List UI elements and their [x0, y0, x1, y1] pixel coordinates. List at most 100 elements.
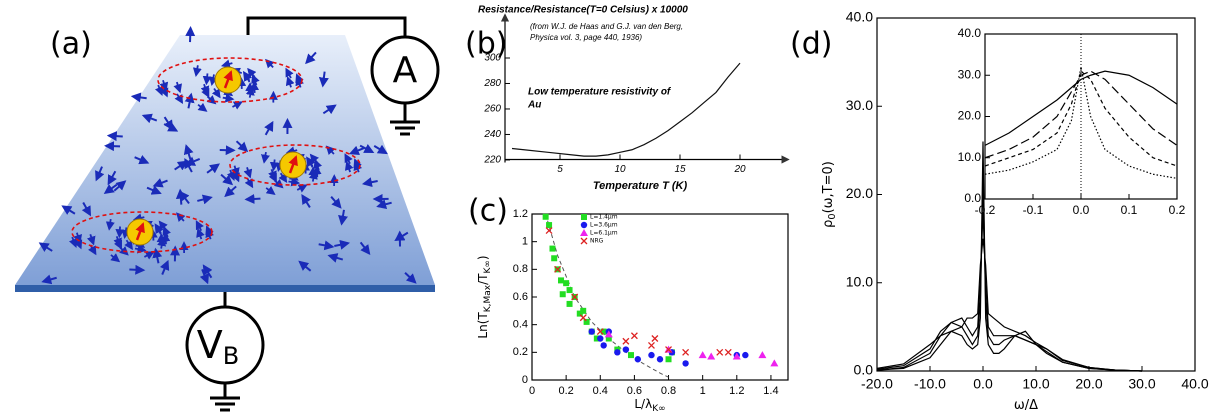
point: [597, 335, 604, 342]
point: [630, 332, 638, 340]
spin: [61, 205, 76, 215]
spin: [174, 160, 188, 171]
y-tick-label: 40.0: [846, 9, 873, 25]
spin: [159, 79, 169, 92]
spin: [338, 209, 348, 226]
x-tick-label: 0: [529, 385, 535, 397]
spin: [158, 220, 168, 231]
spin: [124, 239, 133, 251]
spin: [152, 178, 168, 188]
spin: [104, 141, 121, 152]
voltage-label-sub: B: [223, 342, 239, 370]
spin: [250, 81, 260, 93]
x-tick-label: 0.0: [1073, 203, 1090, 217]
spin: [359, 143, 375, 153]
label-part: K∞: [483, 260, 493, 273]
x-tick-label: 15: [674, 164, 686, 175]
spin: [176, 212, 186, 222]
label-part: /T: [476, 273, 490, 285]
spin: [174, 93, 184, 105]
point: [583, 318, 590, 325]
point: [554, 265, 562, 273]
ammeter: [370, 35, 440, 105]
y-axis-label: Ln(TK,Max/TK∞): [476, 255, 493, 338]
annotation: Low temperature resistivity of: [528, 87, 672, 98]
spin: [344, 153, 353, 165]
spin: [224, 185, 237, 198]
spin: [247, 67, 257, 78]
spin: [288, 177, 301, 187]
series-line: [984, 66, 1178, 179]
spin: [185, 26, 196, 43]
x-tick-label: 0.2: [558, 385, 573, 397]
point: [551, 255, 558, 262]
point: [576, 310, 583, 317]
spin: [209, 74, 218, 87]
spin: [305, 51, 317, 65]
spin: [361, 177, 378, 188]
point: [596, 328, 604, 336]
y-tick-label: 10.0: [958, 150, 982, 164]
y-tick-label: 1.2: [513, 208, 528, 220]
x-tick-label: 40.0: [1181, 376, 1208, 392]
x-tick-label: 0.0: [973, 376, 993, 392]
label-part: K,Max: [483, 284, 493, 312]
point: [707, 352, 716, 360]
point: [665, 356, 672, 363]
panel-label: (d): [790, 27, 832, 62]
series-line: [876, 238, 1143, 372]
spin: [113, 180, 127, 192]
y-tick-label: 0.6: [513, 291, 528, 303]
spin: [192, 65, 202, 77]
x-tick-label: 20.0: [1075, 376, 1102, 392]
spin: [134, 154, 150, 165]
spin: [309, 153, 319, 164]
x-tick-label: 1.4: [763, 385, 778, 397]
x-tick-label: 0.1: [1121, 203, 1138, 217]
impurity-spin: [288, 155, 298, 174]
x-axis-label: L/λK∞: [634, 397, 665, 414]
point: [549, 245, 556, 252]
point: [682, 348, 690, 356]
ammeter-label: A: [393, 50, 418, 91]
x-tick-label: -0.2: [975, 203, 996, 217]
spin: [327, 253, 344, 263]
spin: [334, 239, 351, 250]
spin: [285, 67, 294, 79]
x-tick-label: 1: [700, 385, 706, 397]
spin: [394, 231, 409, 242]
spin: [141, 113, 158, 124]
point: [558, 277, 565, 284]
spin: [134, 244, 147, 254]
x-tick-label: -20.0: [861, 376, 893, 392]
point: [627, 352, 634, 359]
y-tick-label: 0.0: [854, 362, 874, 378]
spin: [130, 92, 147, 103]
x-tick-label: 0.8: [661, 385, 676, 397]
spin: [222, 93, 235, 103]
point: [716, 348, 724, 356]
point: [559, 291, 566, 298]
panel-a: A VB: [15, 16, 440, 412]
point: [580, 221, 588, 229]
x-tick-label: 1.2: [729, 385, 744, 397]
x-tick-label: 0.4: [593, 385, 608, 397]
chart-subtitle: (from W.J. de Haas and G.J. van den Berg…: [530, 22, 683, 31]
spin: [197, 194, 213, 205]
spin: [41, 274, 57, 285]
label-part: Ln(T: [476, 312, 490, 339]
spin: [175, 188, 186, 205]
panel-label: (a): [50, 27, 92, 62]
screening-cloud: [157, 57, 303, 103]
point: [622, 337, 630, 345]
point: [656, 356, 664, 363]
plot-frame: [531, 213, 789, 381]
spin: [211, 88, 221, 99]
point: [732, 352, 741, 360]
y-tick-label: 260: [483, 104, 501, 115]
spin: [220, 59, 233, 69]
spin: [86, 234, 96, 246]
spin: [163, 116, 174, 131]
